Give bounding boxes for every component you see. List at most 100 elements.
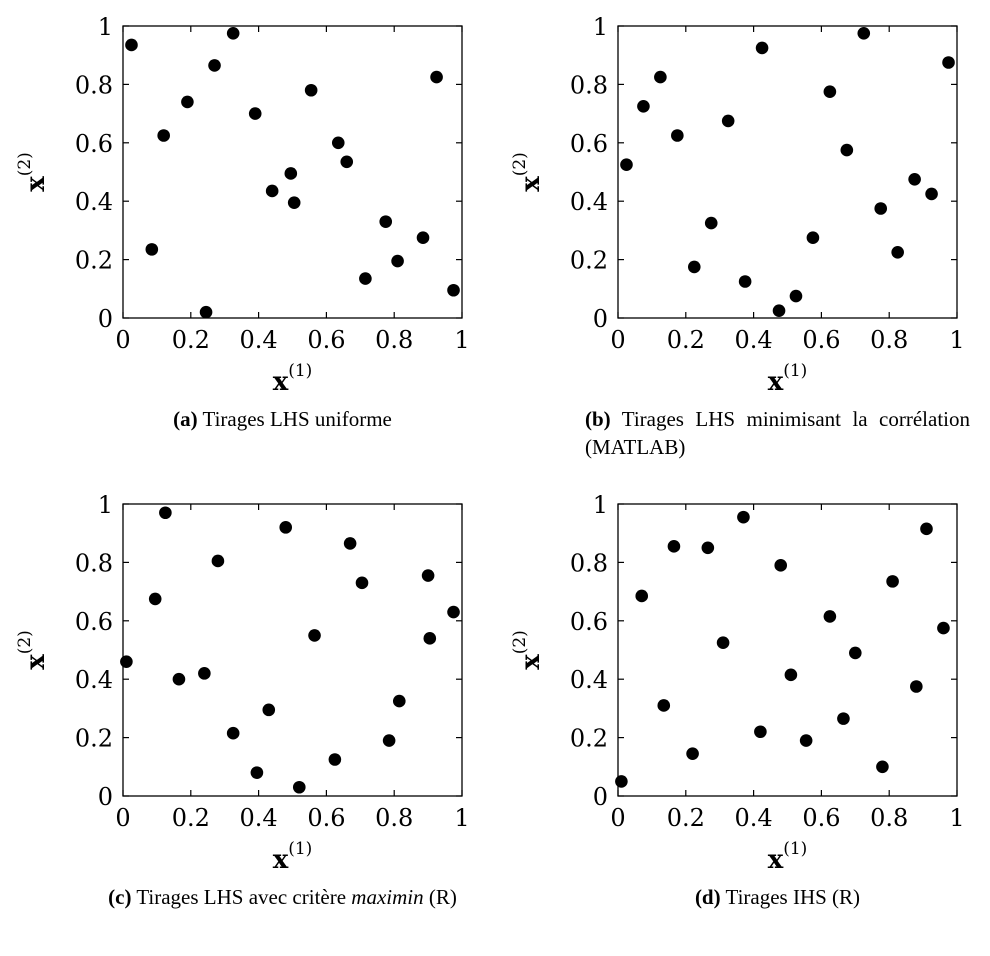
data-point xyxy=(172,672,186,686)
y-axis-label: x(2) xyxy=(510,630,546,670)
data-point xyxy=(423,632,437,645)
x-tick-label: 0 xyxy=(115,326,130,354)
data-point xyxy=(279,521,293,534)
data-point xyxy=(806,231,820,244)
data-point xyxy=(359,272,372,285)
y-tick-label: 0.4 xyxy=(570,666,608,694)
data-point xyxy=(920,522,933,536)
y-tick-label: 0.8 xyxy=(570,549,608,577)
y-tick-label: 0 xyxy=(593,305,608,333)
x-tick-label: 0 xyxy=(115,804,130,832)
data-point xyxy=(799,734,813,747)
y-tick-label: 0.6 xyxy=(570,608,608,636)
y-tick-label: 0.8 xyxy=(75,549,113,577)
data-point xyxy=(331,136,345,150)
data-point xyxy=(738,275,752,288)
y-tick-label: 0.4 xyxy=(75,666,113,694)
data-point xyxy=(416,231,430,244)
data-point xyxy=(382,734,396,747)
data-point xyxy=(667,540,681,553)
chart-panel-a: 0 0.2 0.4 0.6 0.8 1 0 0.2 0.4 0.6 0.8 1 x(1) x(2) (a)… xyxy=(0,0,495,478)
plot-frame xyxy=(122,25,463,319)
y-tick-label: 0.6 xyxy=(570,130,608,158)
data-point xyxy=(857,27,871,40)
y-tick-label: 0 xyxy=(593,783,608,811)
y-tick-label: 1 xyxy=(593,13,608,41)
data-point xyxy=(671,129,684,142)
data-point xyxy=(823,85,837,98)
x-tick-label: 0.4 xyxy=(735,804,773,832)
x-tick-label: 0.2 xyxy=(172,326,210,354)
y-tick-label: 1 xyxy=(593,491,608,519)
data-point xyxy=(755,41,769,55)
x-tick-label: 0.8 xyxy=(870,326,908,354)
y-tick-label: 0 xyxy=(98,783,113,811)
y-tick-label: 0.2 xyxy=(570,725,608,753)
data-point xyxy=(379,215,393,228)
x-tick-label: 0.8 xyxy=(375,326,413,354)
caption-text: Tirages IHS (R) xyxy=(725,885,861,909)
data-point xyxy=(208,59,221,72)
data-point xyxy=(211,554,225,568)
scatter-plot-a: 0 0.2 0.4 0.6 0.8 1 0 0.2 0.4 0.6 0.8 1 x(1) x(2) xyxy=(15,13,470,397)
y-tick-label: 1 xyxy=(98,13,113,41)
y-tick-label: 0.4 xyxy=(570,188,608,216)
caption-a: (a) Tirages LHS uniforme xyxy=(90,405,475,433)
data-point xyxy=(308,629,321,642)
plot-frame xyxy=(617,25,958,319)
y-tick-label: 1 xyxy=(98,491,113,519)
data-point xyxy=(774,559,788,572)
data-point xyxy=(925,187,938,201)
caption-label: (b) xyxy=(585,407,611,431)
data-point xyxy=(292,780,306,794)
data-point xyxy=(657,699,671,712)
data-point xyxy=(908,173,921,186)
data-point xyxy=(620,158,633,171)
y-tick-label: 0 xyxy=(98,305,113,333)
data-point xyxy=(304,83,318,97)
data-point xyxy=(148,592,162,606)
data-point xyxy=(687,260,701,274)
y-tick-label: 0.8 xyxy=(570,71,608,99)
data-point xyxy=(198,667,211,680)
caption-b: (b) Tirages LHS minimisant la corrélatio… xyxy=(585,405,970,461)
y-axis-label: x(2) xyxy=(15,630,51,670)
data-point xyxy=(704,216,718,230)
chart-panel-b: 0 0.2 0.4 0.6 0.8 1 0 0.2 0.4 0.6 0.8 1 x(1) x(2) (b)… xyxy=(495,0,990,478)
x-axis-label: x(1) xyxy=(273,361,313,397)
data-point xyxy=(157,129,170,142)
data-point xyxy=(250,766,264,779)
data-point xyxy=(120,655,133,668)
data-point xyxy=(615,775,628,788)
x-tick-label: 0.6 xyxy=(307,326,345,354)
caption-label: (a) xyxy=(173,407,198,431)
data-point xyxy=(262,703,276,717)
x-tick-label: 1 xyxy=(454,326,469,354)
data-point xyxy=(910,680,923,693)
data-point xyxy=(849,646,862,660)
data-point xyxy=(181,95,194,109)
data-point xyxy=(886,575,899,588)
data-point xyxy=(159,506,172,520)
data-point xyxy=(199,305,213,319)
x-tick-label: 0.6 xyxy=(307,804,345,832)
x-tick-label: 0.8 xyxy=(870,804,908,832)
data-point xyxy=(447,283,460,297)
y-tick-label: 0.6 xyxy=(75,130,113,158)
caption-d: (d) Tirages IHS (R) xyxy=(585,883,970,911)
data-point xyxy=(248,107,262,120)
data-point xyxy=(772,304,786,318)
y-axis-label: x(2) xyxy=(510,152,546,192)
x-tick-label: 0.6 xyxy=(802,804,840,832)
data-point xyxy=(721,114,735,128)
data-point xyxy=(654,70,667,84)
caption-text: Tirages LHS uniforme xyxy=(202,407,392,431)
x-axis-label: x(1) xyxy=(273,839,313,875)
y-tick-label: 0.2 xyxy=(570,247,608,275)
data-point xyxy=(635,589,649,603)
data-point xyxy=(784,668,798,682)
data-point xyxy=(145,243,159,256)
data-point xyxy=(837,712,850,725)
x-tick-label: 0.8 xyxy=(375,804,413,832)
caption-text-post: (R) xyxy=(423,885,457,909)
